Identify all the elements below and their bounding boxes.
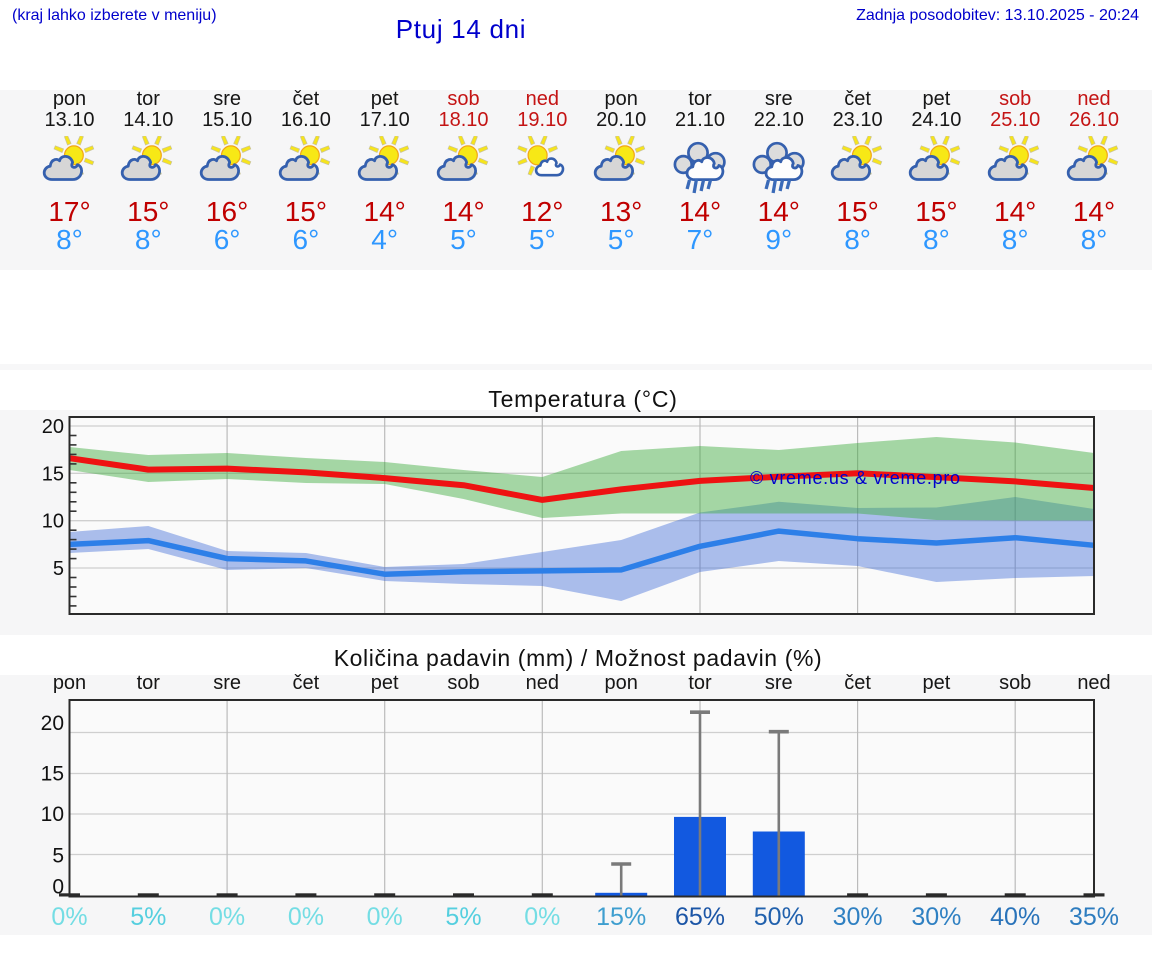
svg-text:20: 20 (41, 712, 64, 735)
svg-text:© vreme.us & vreme.pro: © vreme.us & vreme.pro (750, 468, 961, 488)
svg-text:15: 15 (42, 463, 64, 485)
svg-text:10: 10 (42, 511, 64, 533)
svg-text:0: 0 (52, 876, 64, 899)
svg-text:5: 5 (53, 558, 64, 580)
svg-text:15: 15 (41, 763, 64, 786)
svg-text:20: 20 (42, 416, 64, 438)
svg-text:5: 5 (52, 845, 64, 868)
svg-text:10: 10 (41, 803, 64, 826)
